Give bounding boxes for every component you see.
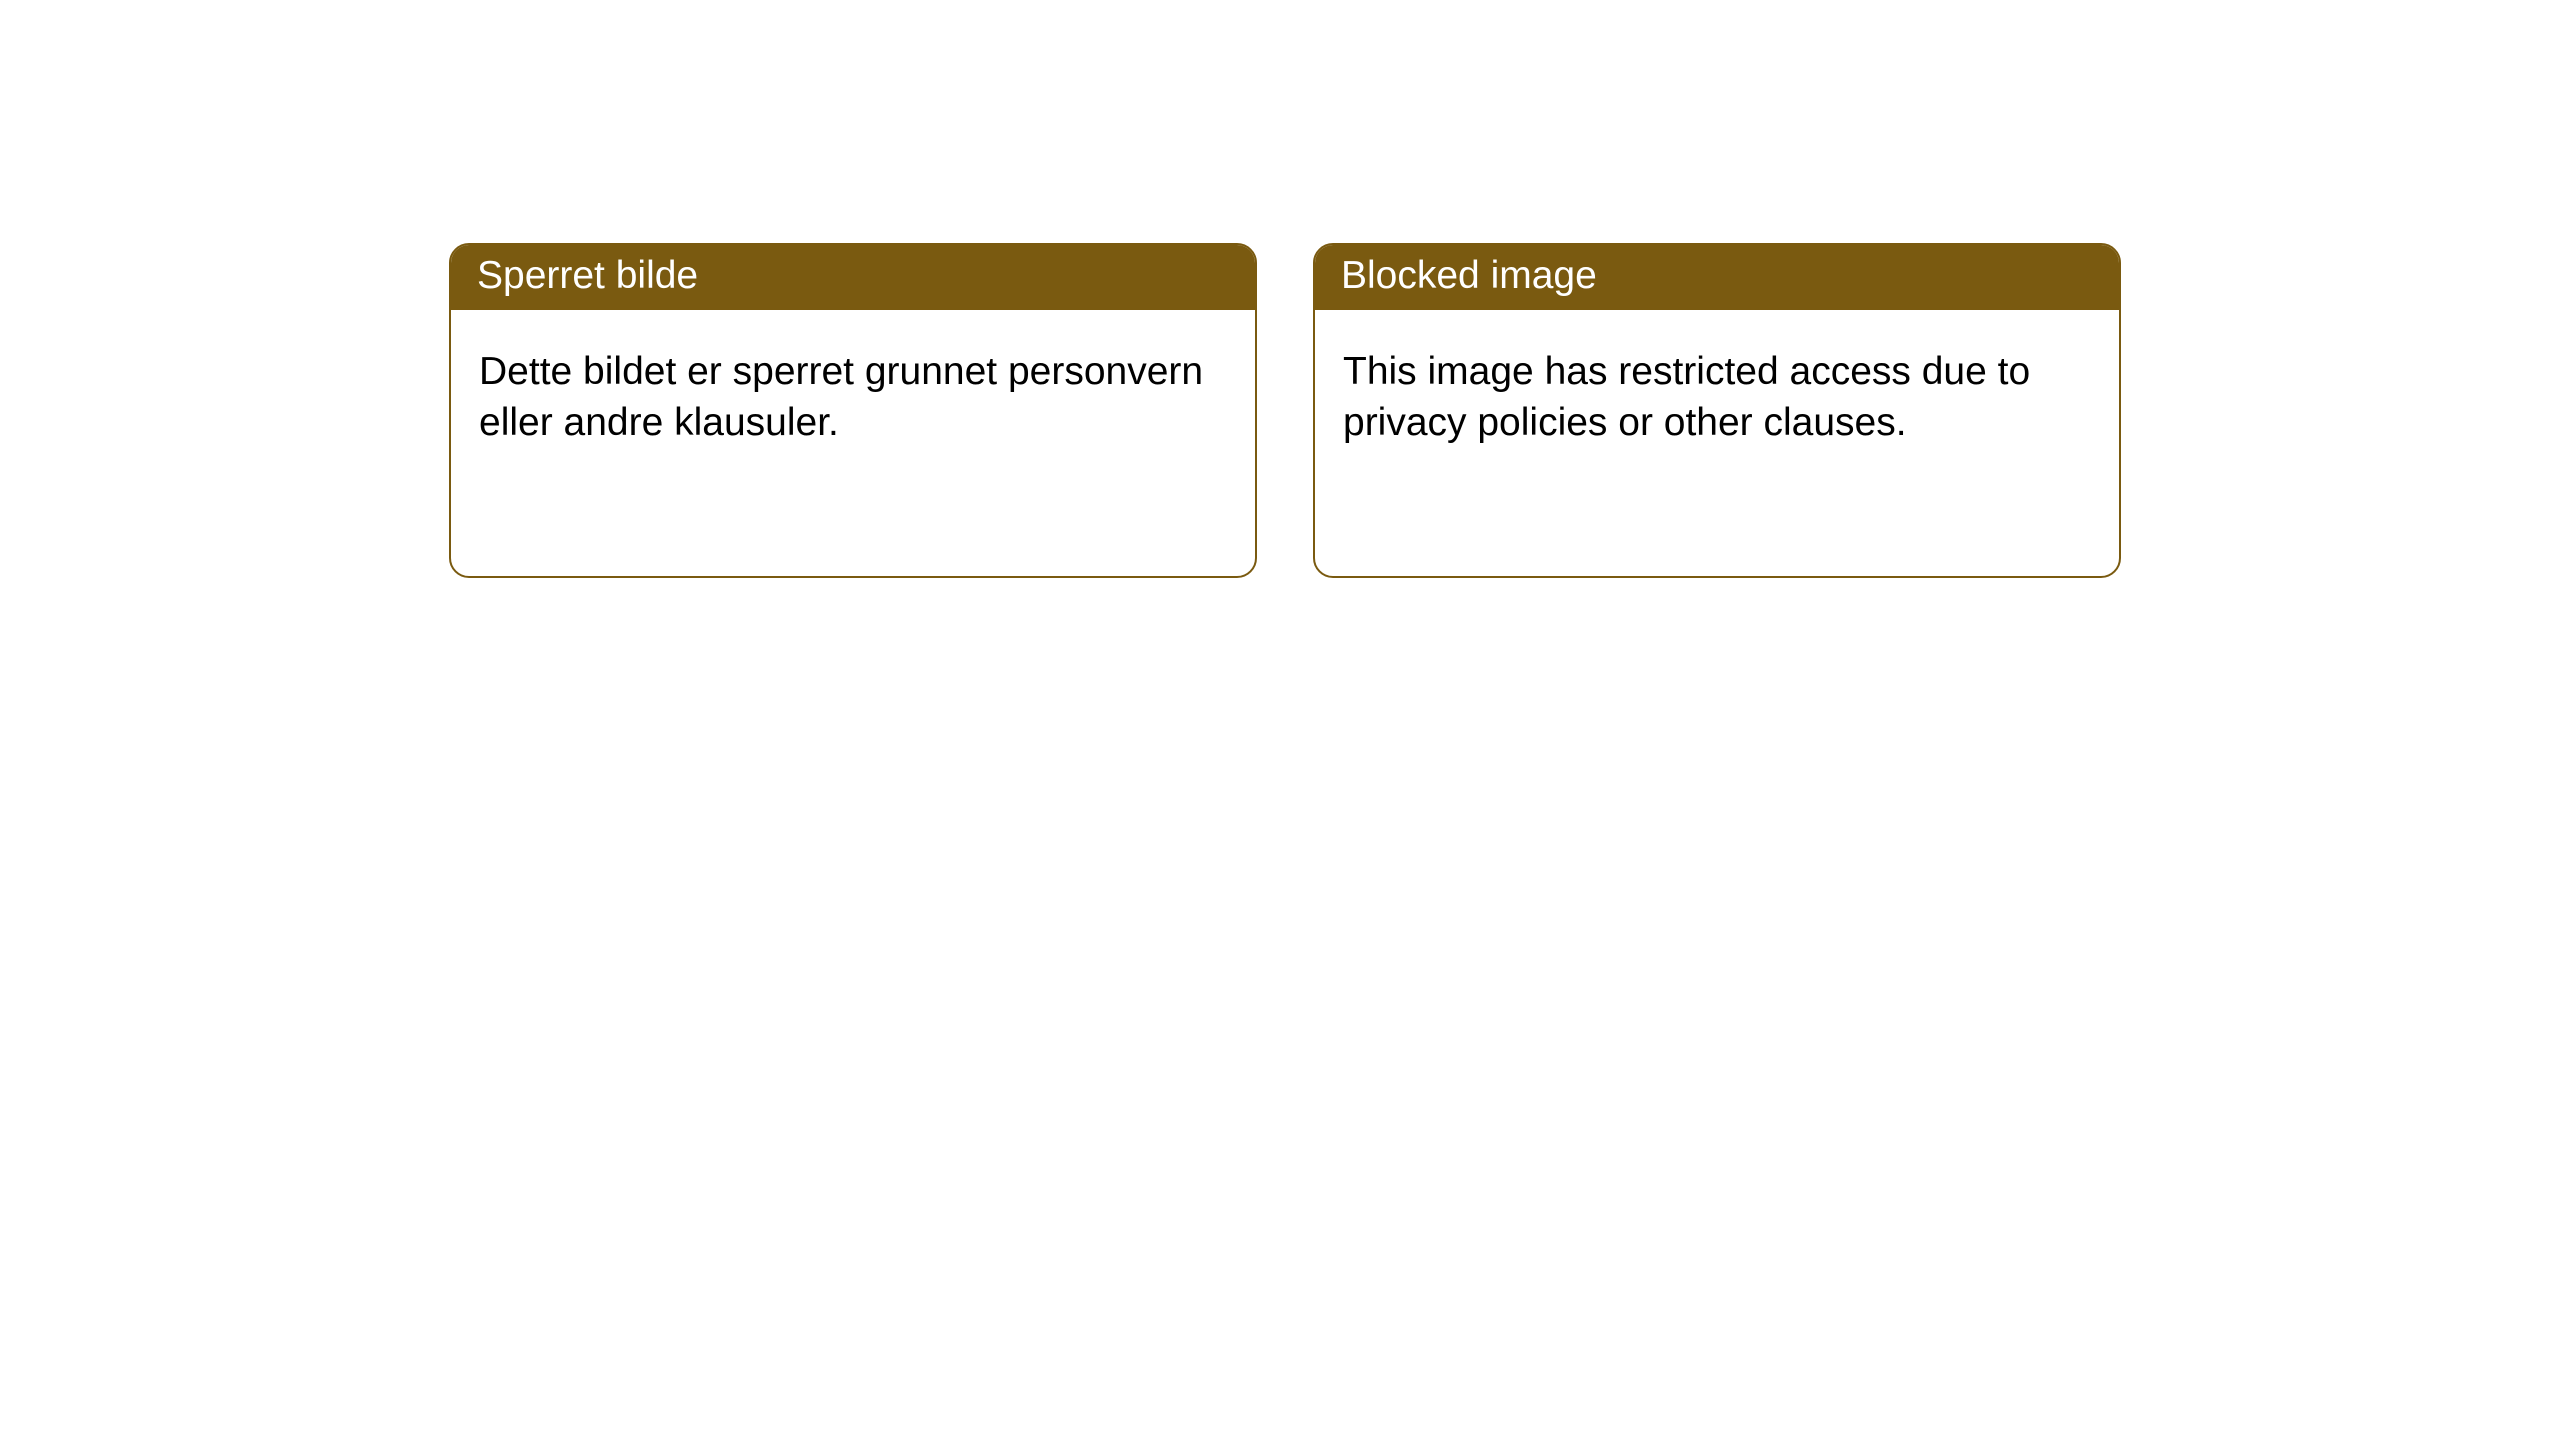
card-body-en: This image has restricted access due to … [1315,310,2119,477]
card-body-no: Dette bildet er sperret grunnet personve… [451,310,1255,477]
blocked-image-card-en: Blocked image This image has restricted … [1313,243,2121,578]
blocked-image-card-no: Sperret bilde Dette bildet er sperret gr… [449,243,1257,578]
card-header-en: Blocked image [1315,245,2119,310]
notice-cards-container: Sperret bilde Dette bildet er sperret gr… [0,0,2560,578]
card-header-no: Sperret bilde [451,245,1255,310]
